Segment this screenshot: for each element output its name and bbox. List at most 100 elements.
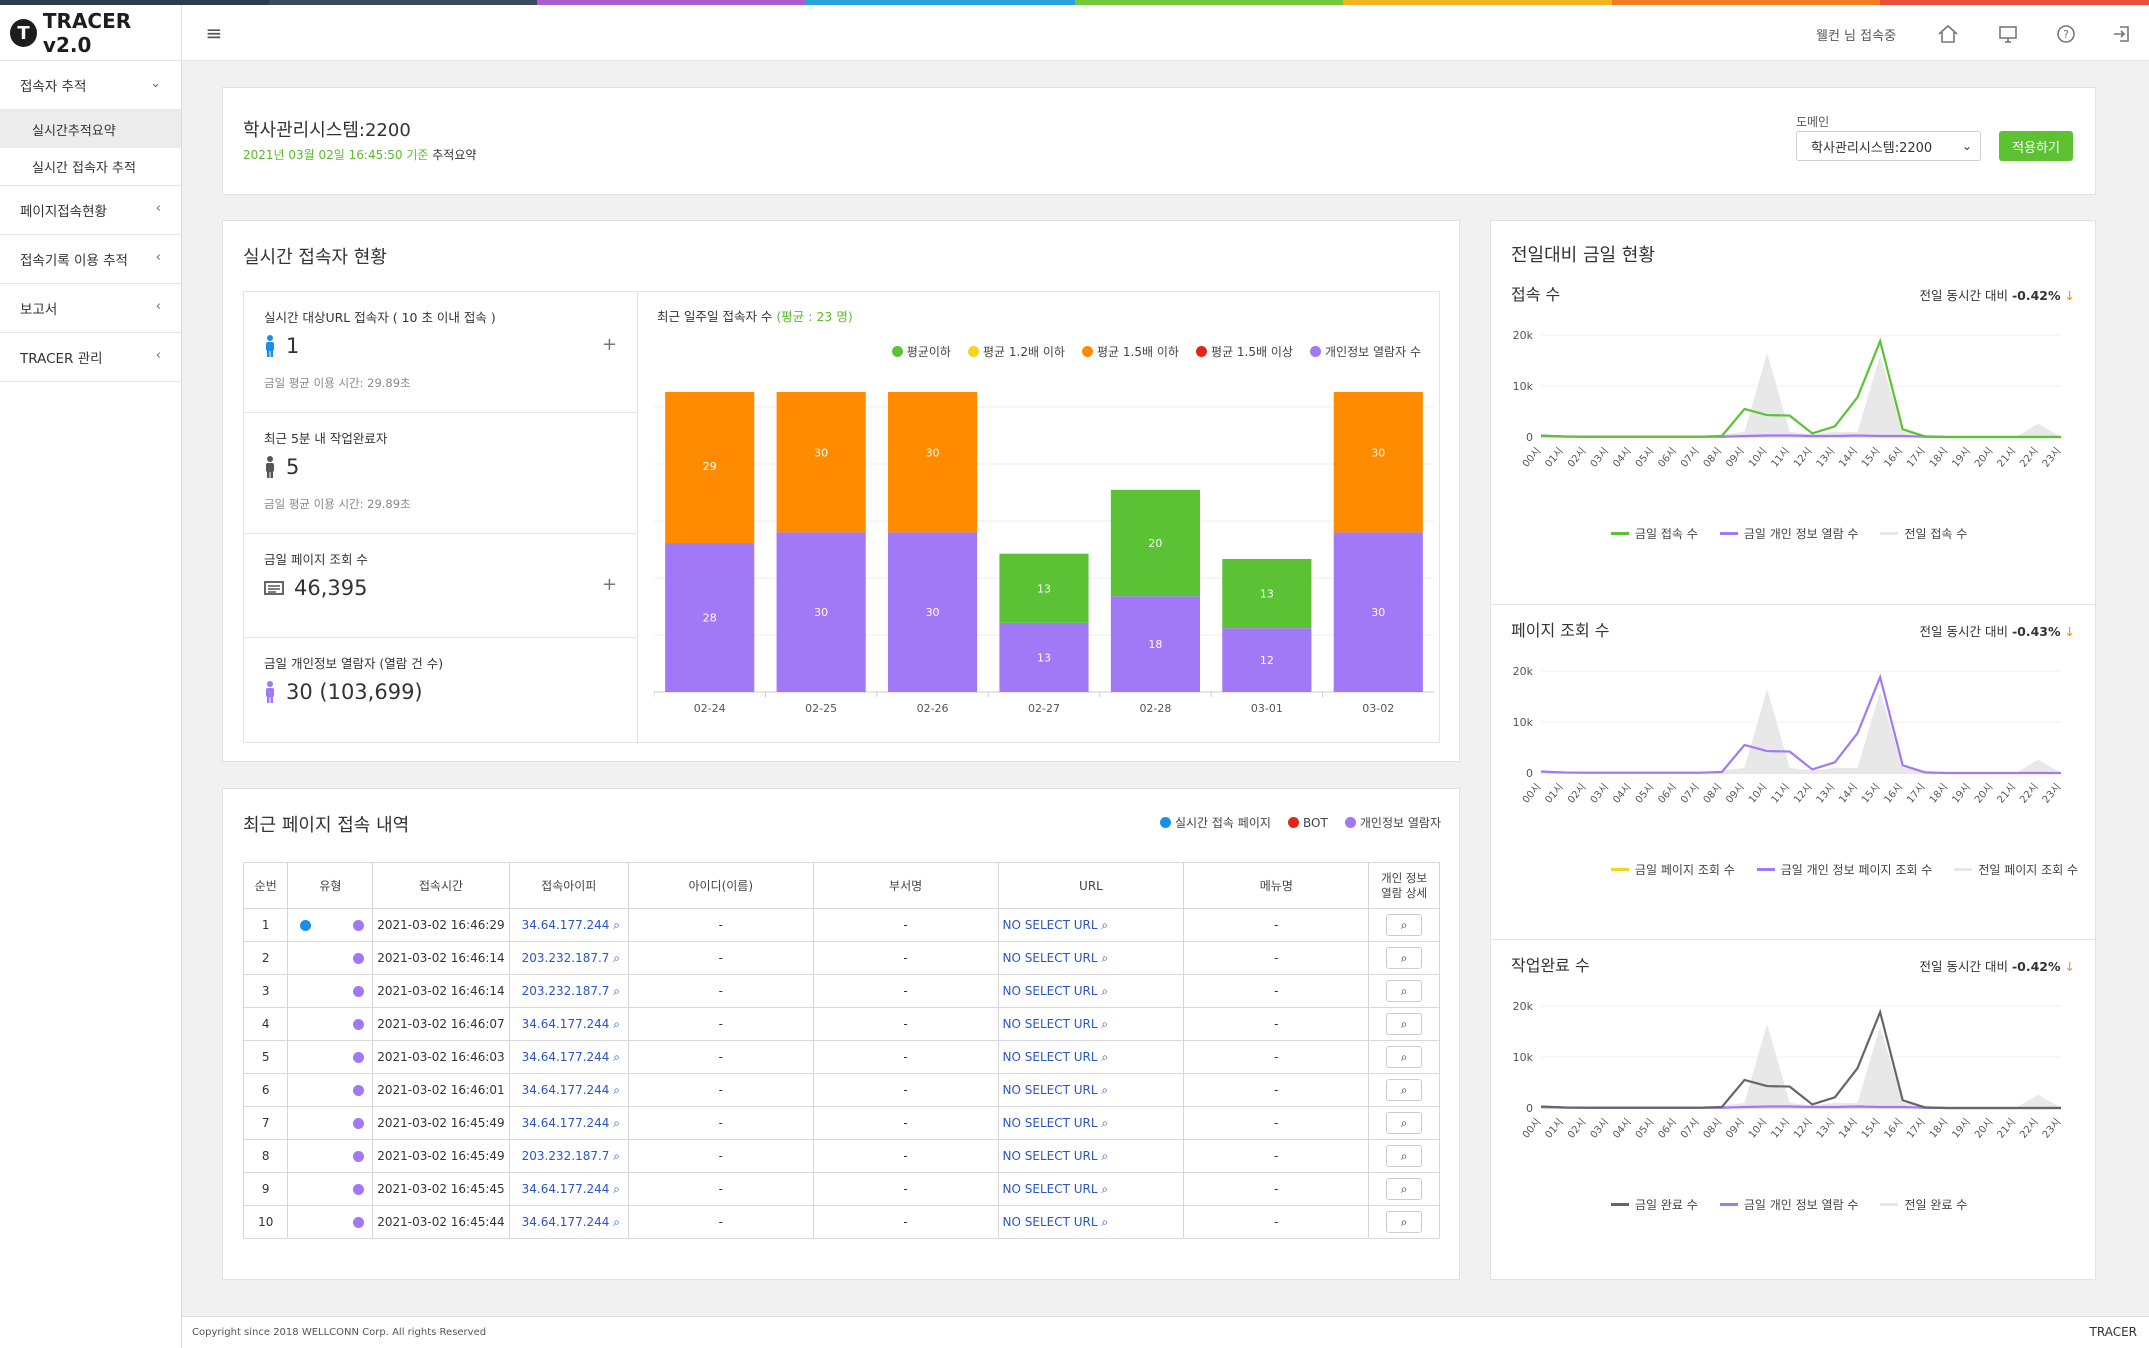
url-link[interactable]: NO SELECT URL bbox=[1002, 950, 1098, 965]
apply-button[interactable]: 적용하기 bbox=[1999, 131, 2073, 161]
table-row[interactable]: 4 2021-03-02 16:46:07 34.64.177.244 ⌕ - - NO … bbox=[242, 1007, 1440, 1041]
cell-ip[interactable]: 203.232.187.7 ⌕ bbox=[508, 1139, 629, 1173]
sidebar-item-report[interactable]: 보고서 ‹ bbox=[0, 284, 181, 333]
ip-link[interactable]: 34.64.177.244 bbox=[521, 1115, 610, 1130]
search-icon[interactable]: ⌕ bbox=[613, 1082, 620, 1097]
plus-icon[interactable]: + bbox=[601, 334, 617, 355]
search-icon[interactable]: ⌕ bbox=[613, 917, 620, 932]
sidebar-subitem-realtime-summary[interactable]: 실시간추적요약 bbox=[0, 110, 181, 148]
sidebar-item-tracer-admin[interactable]: TRACER 관리 ‹ bbox=[0, 333, 181, 382]
detail-search-button[interactable]: ⌕ bbox=[1386, 1046, 1423, 1068]
url-link[interactable]: NO SELECT URL bbox=[1002, 1016, 1098, 1031]
detail-search-button[interactable]: ⌕ bbox=[1386, 1112, 1423, 1134]
cell-url[interactable]: NO SELECT URL ⌕ bbox=[997, 1106, 1185, 1140]
search-icon[interactable]: ⌕ bbox=[613, 983, 620, 998]
ip-link[interactable]: 203.232.187.7 bbox=[521, 983, 610, 998]
url-link[interactable]: NO SELECT URL bbox=[1002, 917, 1098, 932]
search-icon[interactable]: ⌕ bbox=[613, 1148, 620, 1163]
cell-url[interactable]: NO SELECT URL ⌕ bbox=[997, 1172, 1185, 1206]
url-link[interactable]: NO SELECT URL bbox=[1002, 1115, 1098, 1130]
search-icon[interactable]: ⌕ bbox=[613, 1115, 620, 1130]
search-icon[interactable]: ⌕ bbox=[1101, 1214, 1109, 1229]
url-link[interactable]: NO SELECT URL bbox=[1002, 1181, 1098, 1196]
sidebar-item-visitor-tracking[interactable]: 접속자 추적 ⌄ bbox=[0, 61, 181, 110]
cell-ip[interactable]: 34.64.177.244 ⌕ bbox=[508, 1172, 629, 1206]
search-icon[interactable]: ⌕ bbox=[613, 1214, 620, 1229]
search-icon[interactable]: ⌕ bbox=[1101, 983, 1109, 998]
ip-link[interactable]: 34.64.177.244 bbox=[521, 1214, 610, 1229]
table-row[interactable]: 5 2021-03-02 16:46:03 34.64.177.244 ⌕ - - NO … bbox=[242, 1040, 1440, 1074]
search-icon[interactable]: ⌕ bbox=[1101, 1181, 1109, 1196]
monitor-icon[interactable] bbox=[1996, 22, 2020, 46]
table-row[interactable]: 1 2021-03-02 16:46:29 34.64.177.244 ⌕ - - NO … bbox=[242, 908, 1440, 942]
url-link[interactable]: NO SELECT URL bbox=[1002, 1082, 1098, 1097]
search-icon[interactable]: ⌕ bbox=[1101, 1016, 1109, 1031]
ip-link[interactable]: 34.64.177.244 bbox=[521, 1181, 610, 1196]
domain-select[interactable]: 학사관리시스템:2200 ⌄ bbox=[1796, 131, 1981, 161]
detail-search-button[interactable]: ⌕ bbox=[1386, 1211, 1423, 1233]
search-icon[interactable]: ⌕ bbox=[613, 1049, 620, 1064]
cell-url[interactable]: NO SELECT URL ⌕ bbox=[997, 974, 1185, 1008]
detail-search-button[interactable]: ⌕ bbox=[1386, 980, 1423, 1002]
url-link[interactable]: NO SELECT URL bbox=[1002, 1148, 1098, 1163]
logo[interactable]: T TRACER v2.0 bbox=[0, 5, 182, 61]
cell-ip[interactable]: 34.64.177.244 ⌕ bbox=[508, 1073, 629, 1107]
cell-url[interactable]: NO SELECT URL ⌕ bbox=[997, 1205, 1185, 1239]
table-row[interactable]: 7 2021-03-02 16:45:49 34.64.177.244 ⌕ - - NO … bbox=[242, 1106, 1440, 1140]
ip-link[interactable]: 34.64.177.244 bbox=[521, 1049, 610, 1064]
ip-link[interactable]: 203.232.187.7 bbox=[521, 1148, 610, 1163]
detail-search-button[interactable]: ⌕ bbox=[1386, 1013, 1423, 1035]
search-icon[interactable]: ⌕ bbox=[613, 1016, 620, 1031]
cell-url[interactable]: NO SELECT URL ⌕ bbox=[997, 1073, 1185, 1107]
search-icon[interactable]: ⌕ bbox=[1101, 1082, 1109, 1097]
sidebar-item-access-log[interactable]: 접속기록 이용 추적 ‹ bbox=[0, 235, 181, 284]
help-icon[interactable]: ? bbox=[2054, 22, 2078, 46]
cell-ip[interactable]: 34.64.177.244 ⌕ bbox=[508, 1007, 629, 1041]
cell-url[interactable]: NO SELECT URL ⌕ bbox=[997, 908, 1185, 942]
cell-ip[interactable]: 34.64.177.244 ⌕ bbox=[508, 908, 629, 942]
hamburger-menu-icon[interactable]: ≡ bbox=[205, 21, 223, 45]
home-icon[interactable] bbox=[1936, 22, 1960, 46]
search-icon[interactable]: ⌕ bbox=[1101, 917, 1109, 932]
table-row[interactable]: 3 2021-03-02 16:46:14 203.232.187.7 ⌕ - - NO … bbox=[242, 974, 1440, 1008]
search-icon[interactable]: ⌕ bbox=[613, 950, 620, 965]
detail-search-button[interactable]: ⌕ bbox=[1386, 1079, 1423, 1101]
cell-ip[interactable]: 34.64.177.244 ⌕ bbox=[508, 1040, 629, 1074]
sidebar-subitem-realtime-visitor[interactable]: 실시간 접속자 추적 bbox=[0, 148, 181, 186]
x-tick-label: 03시 bbox=[1588, 781, 1611, 806]
detail-search-button[interactable]: ⌕ bbox=[1386, 1178, 1423, 1200]
cell-type bbox=[287, 1205, 374, 1239]
logout-icon[interactable] bbox=[2110, 22, 2134, 46]
url-link[interactable]: NO SELECT URL bbox=[1002, 1214, 1098, 1229]
search-icon[interactable]: ⌕ bbox=[1101, 1049, 1109, 1064]
search-icon[interactable]: ⌕ bbox=[613, 1181, 620, 1196]
table-row[interactable]: 10 2021-03-02 16:45:44 34.64.177.244 ⌕ - - NO… bbox=[242, 1205, 1440, 1239]
table-row[interactable]: 6 2021-03-02 16:46:01 34.64.177.244 ⌕ - - NO … bbox=[242, 1073, 1440, 1107]
table-row[interactable]: 2 2021-03-02 16:46:14 203.232.187.7 ⌕ - - NO … bbox=[242, 941, 1440, 975]
table-row[interactable]: 9 2021-03-02 16:45:45 34.64.177.244 ⌕ - - NO … bbox=[242, 1172, 1440, 1206]
cell-url[interactable]: NO SELECT URL ⌕ bbox=[997, 1007, 1185, 1041]
plus-icon[interactable]: + bbox=[601, 574, 617, 595]
stat-label: 최근 5분 내 작업완료자 bbox=[264, 431, 388, 446]
cell-ip[interactable]: 203.232.187.7 ⌕ bbox=[508, 974, 629, 1008]
ip-link[interactable]: 34.64.177.244 bbox=[521, 917, 610, 932]
detail-search-button[interactable]: ⌕ bbox=[1386, 947, 1423, 969]
cell-url[interactable]: NO SELECT URL ⌕ bbox=[997, 1139, 1185, 1173]
cell-url[interactable]: NO SELECT URL ⌕ bbox=[997, 1040, 1185, 1074]
cell-ip[interactable]: 34.64.177.244 ⌕ bbox=[508, 1205, 629, 1239]
cell-url[interactable]: NO SELECT URL ⌕ bbox=[997, 941, 1185, 975]
cell-ip[interactable]: 203.232.187.7 ⌕ bbox=[508, 941, 629, 975]
search-icon[interactable]: ⌕ bbox=[1101, 1115, 1109, 1130]
cell-ip[interactable]: 34.64.177.244 ⌕ bbox=[508, 1106, 629, 1140]
url-link[interactable]: NO SELECT URL bbox=[1002, 983, 1098, 998]
detail-search-button[interactable]: ⌕ bbox=[1386, 914, 1423, 936]
detail-search-button[interactable]: ⌕ bbox=[1386, 1145, 1423, 1167]
ip-link[interactable]: 34.64.177.244 bbox=[521, 1016, 610, 1031]
ip-link[interactable]: 203.232.187.7 bbox=[521, 950, 610, 965]
search-icon[interactable]: ⌕ bbox=[1101, 1148, 1109, 1163]
table-row[interactable]: 8 2021-03-02 16:45:49 203.232.187.7 ⌕ - - NO … bbox=[242, 1139, 1440, 1173]
sidebar-item-page-access[interactable]: 페이지접속현황 ‹ bbox=[0, 186, 181, 235]
ip-link[interactable]: 34.64.177.244 bbox=[521, 1082, 610, 1097]
search-icon[interactable]: ⌕ bbox=[1101, 950, 1109, 965]
url-link[interactable]: NO SELECT URL bbox=[1002, 1049, 1098, 1064]
